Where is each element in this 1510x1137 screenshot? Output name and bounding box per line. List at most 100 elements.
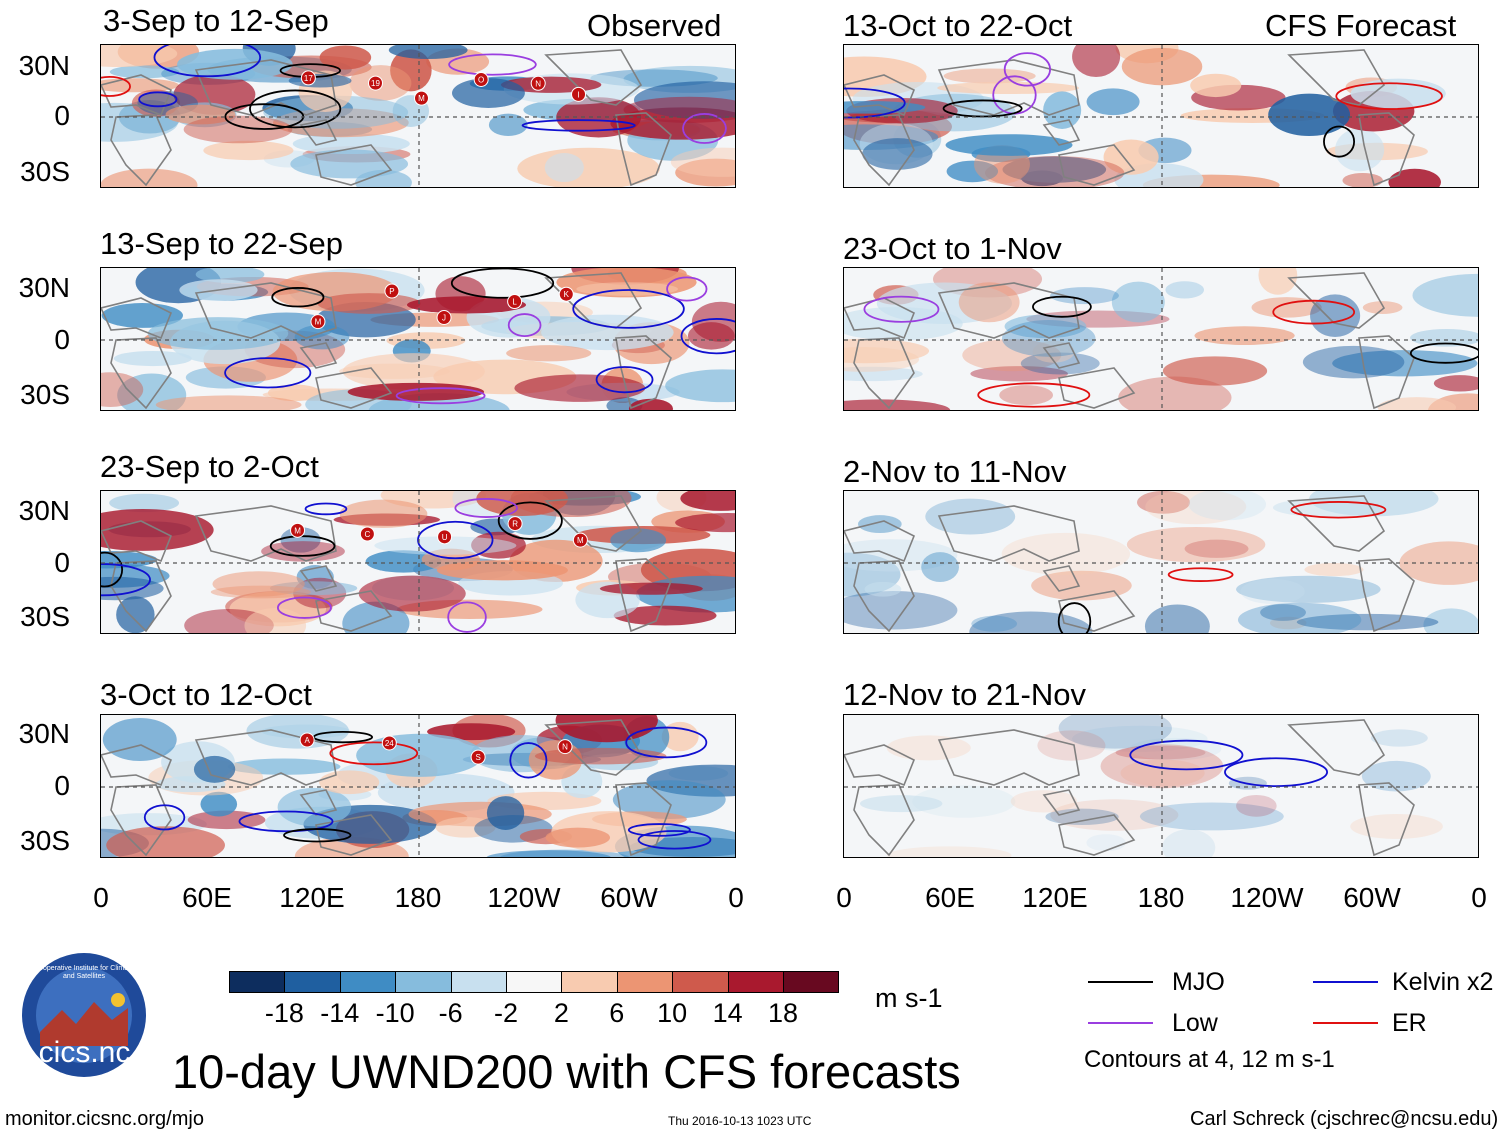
wind-anomaly-blob [1037,730,1106,761]
coastline [853,784,915,857]
map-canvas [844,45,1478,187]
figure-title: 10-day UWND200 with CFS forecasts [172,1045,961,1098]
lon-label-fc-0: 0 [836,882,852,913]
wind-anomaly-blob [193,755,236,783]
coastline [101,744,173,787]
wind-anomaly-blob [244,607,307,633]
colorbar-swatch [672,971,729,993]
wind-anomaly-blob [514,374,646,402]
lon-label-obs-60e: 60E [182,882,232,913]
wind-anomaly-blob [844,346,920,372]
lon-label-obs-60w: 60W [600,882,658,913]
panel-title-obs-1: 3-Sep to 12-Sep [103,3,329,38]
wave-contour [521,119,636,132]
map-canvas: M P J L K [101,268,735,410]
wave-contour [101,75,131,97]
storm-label: 24 [385,739,394,748]
colorbar-tick-label: 10 [657,998,688,1028]
wind-anomaly-blob [261,541,345,562]
map-canvas [844,268,1478,410]
wave-contour [101,563,151,597]
wave-contour [283,828,352,843]
wind-anomaly-blob [999,385,1053,406]
legend-line-kelvin [1313,981,1378,983]
wind-anomaly-blob [374,536,517,555]
coastline [844,520,916,563]
coastline [1358,335,1415,410]
coastline [101,74,173,117]
lat-label-30n: 30N [18,718,70,749]
wave-contour [448,53,537,76]
lon-label-fc-120w: 120W [1230,882,1304,913]
colorbar-tick-label: 6 [609,998,625,1028]
wind-anomaly-blob [1145,491,1247,525]
wave-contour [977,382,1091,408]
wind-anomaly-blob [859,795,943,813]
wind-anomaly-blob [116,596,155,633]
wave-contour [454,498,518,518]
wind-anomaly-blob [633,81,735,119]
coastline [1042,565,1081,592]
forecast-header: CFS Forecast [1265,8,1457,43]
wind-anomaly-blob [113,350,192,367]
wind-anomaly-blob [1111,281,1165,323]
wind-anomaly-blob [506,345,592,362]
colorbar-swatch [616,971,674,993]
wave-contour [101,551,124,588]
wind-anomaly-blob [101,168,198,187]
footer-timestamp: Thu 2016-10-13 1023 UTC [668,1114,812,1128]
legend-line-er [1313,1022,1378,1024]
wind-anomaly-blob [1332,350,1478,377]
storm-marker: A [299,732,315,748]
wind-anomaly-blob [294,324,350,350]
legend-line-low [1088,1022,1153,1024]
wind-anomaly-blob [203,140,294,161]
coastline [315,590,393,632]
wind-anomaly-blob [544,152,584,183]
coastline [315,814,393,856]
coastline [110,114,172,187]
wave-contour [1290,501,1387,519]
coastline [194,729,337,786]
colorbar-swatch [561,971,618,993]
wind-anomaly-blob [1072,725,1208,752]
colorbar-swatch [450,971,507,993]
wave-contour [595,366,654,394]
wind-anomaly-blob [937,81,1080,95]
coastline [1058,367,1136,409]
colorbar-tick-label: -18 [264,998,304,1028]
storm-marker: P [384,283,400,299]
wind-anomaly-blob [1144,604,1210,633]
coastline [1358,558,1415,633]
coastline [1042,342,1081,369]
storm-label: M [418,94,425,103]
wave-contour [1272,299,1356,325]
storm-label: N [562,743,568,752]
wave-contour [417,520,494,560]
wind-anomaly-blob [1268,93,1351,136]
lat-label-eq: 0 [54,100,70,131]
coastline [937,505,1080,562]
wind-anomaly-blob [292,133,410,155]
coastline [299,565,338,592]
wind-anomaly-blob [1236,575,1381,603]
wind-anomaly-blob [857,515,902,534]
coastline [1058,590,1136,632]
wind-anomaly-blob [1115,745,1206,760]
wind-anomaly-blob [844,539,958,572]
wind-anomaly-blob [109,65,180,79]
wind-anomaly-blob [921,552,959,582]
legend-line-mjo [1088,981,1153,983]
wind-anomaly-blob [1058,715,1172,749]
wave-contour [637,830,712,850]
wave-contour [863,295,940,323]
wind-anomaly-blob [1236,794,1277,817]
wave-contour [1335,82,1443,110]
wind-anomaly-blob [886,846,1012,857]
wind-anomaly-blob [1137,491,1191,514]
lat-label-30s: 30S [20,825,70,856]
wind-anomaly-blob [541,314,674,351]
storm-marker: N [557,739,573,755]
wind-anomaly-blob [427,723,516,741]
coastline [853,337,915,410]
